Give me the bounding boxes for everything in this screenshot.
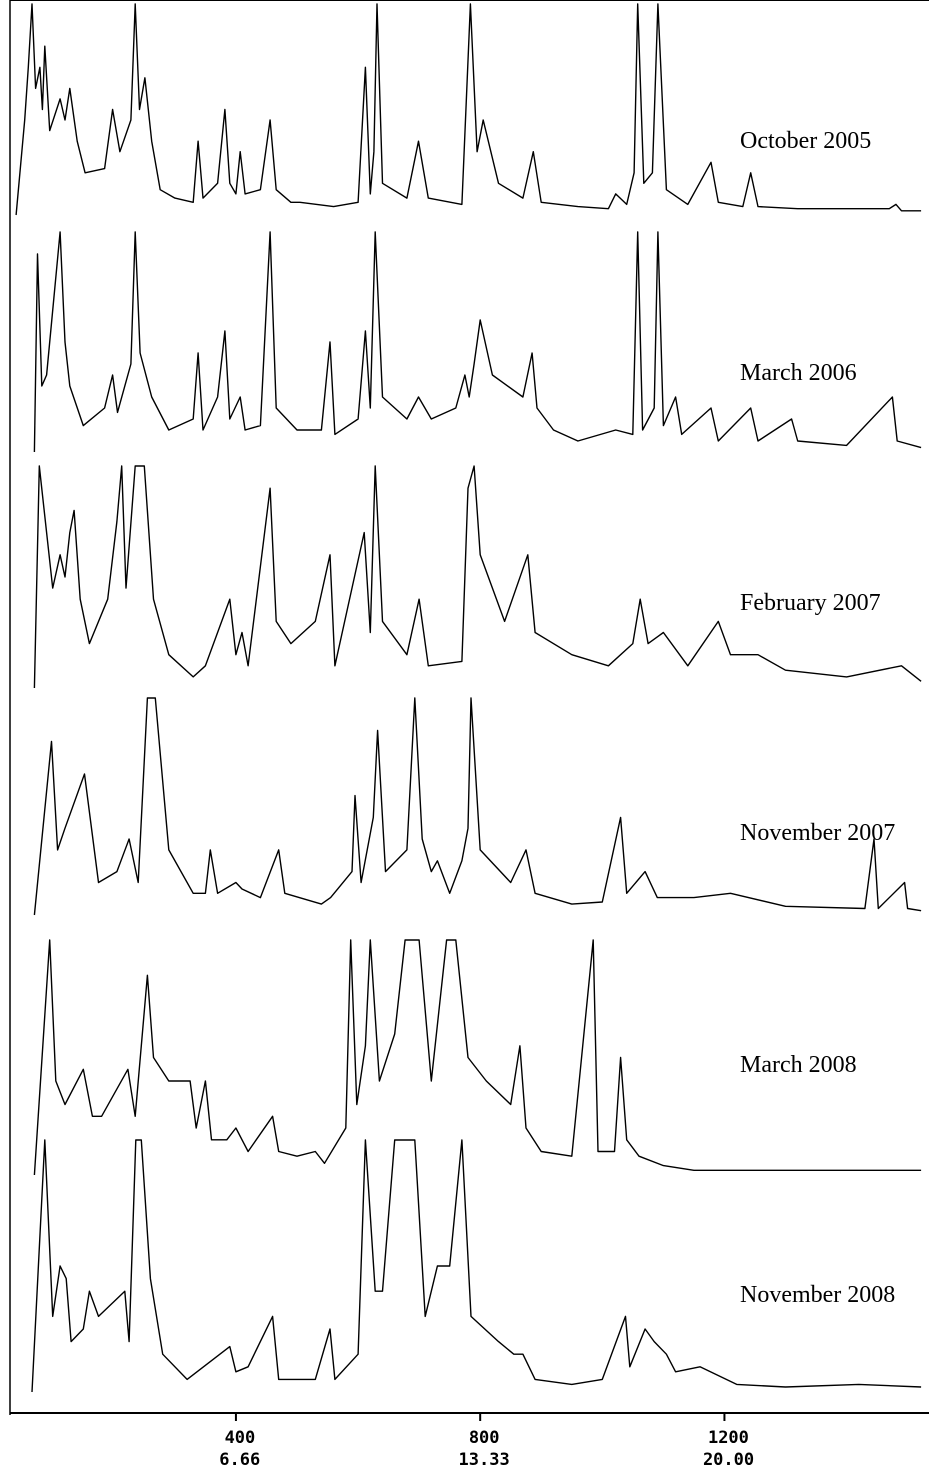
trace-label: February 2007 <box>740 590 881 616</box>
trace <box>33 231 922 453</box>
trace <box>15 3 922 216</box>
x2-tick-label: 20.00 <box>703 1450 754 1470</box>
trace <box>33 939 922 1176</box>
trace <box>33 465 922 689</box>
x-tick-label: 800 <box>469 1428 500 1448</box>
trace-label: November 2007 <box>740 820 895 846</box>
x-tick-label: 1200 <box>708 1428 749 1448</box>
trace-label: March 2008 <box>740 1052 857 1078</box>
x-tick-label: 400 <box>225 1428 256 1448</box>
trace <box>33 697 922 916</box>
trace-label: November 2008 <box>740 1282 895 1308</box>
trace-label: October 2005 <box>740 128 871 154</box>
trace <box>31 1139 922 1393</box>
x2-tick-label: 13.33 <box>459 1450 510 1470</box>
x2-tick-label: 6.66 <box>219 1450 260 1470</box>
trace-label: March 2006 <box>740 360 857 386</box>
